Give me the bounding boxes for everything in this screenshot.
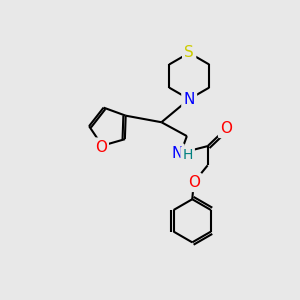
Text: O: O	[220, 121, 232, 136]
Text: H: H	[182, 148, 193, 162]
Text: N: N	[171, 146, 182, 160]
Text: S: S	[184, 45, 194, 60]
Text: O: O	[188, 175, 200, 190]
Text: O: O	[95, 140, 107, 155]
Text: N: N	[184, 92, 195, 106]
